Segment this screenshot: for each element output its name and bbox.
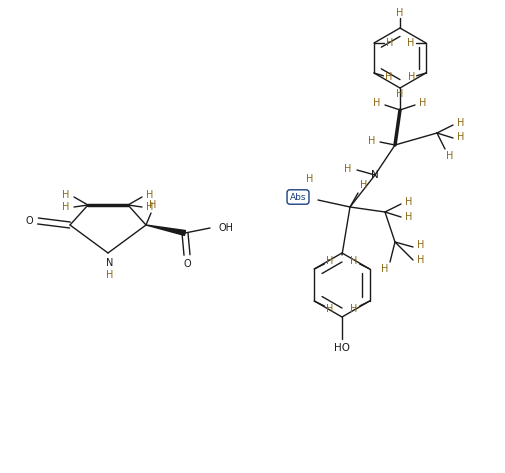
Text: H: H xyxy=(62,190,70,200)
Text: H: H xyxy=(417,255,425,265)
Text: H: H xyxy=(149,200,157,210)
Text: H: H xyxy=(396,89,403,99)
Text: H: H xyxy=(326,256,334,266)
Text: H: H xyxy=(107,270,114,280)
Text: H: H xyxy=(385,72,392,82)
Text: H: H xyxy=(146,190,154,200)
Text: H: H xyxy=(360,180,368,190)
Text: N: N xyxy=(371,170,379,180)
Text: H: H xyxy=(458,118,465,128)
Text: H: H xyxy=(326,304,334,314)
Text: H: H xyxy=(62,202,70,212)
Text: H: H xyxy=(407,38,414,48)
Text: H: H xyxy=(146,202,154,212)
Text: H: H xyxy=(396,8,403,18)
Text: H: H xyxy=(350,256,358,266)
Text: H: H xyxy=(368,136,376,146)
Text: N: N xyxy=(107,258,114,268)
Text: H: H xyxy=(386,38,393,48)
Text: H: H xyxy=(344,164,351,174)
Text: H: H xyxy=(406,197,413,207)
Text: H: H xyxy=(373,98,381,108)
Polygon shape xyxy=(146,225,185,236)
Text: H: H xyxy=(406,212,413,222)
Text: H: H xyxy=(446,151,453,161)
Text: H: H xyxy=(417,240,425,250)
Text: O: O xyxy=(25,216,33,226)
Text: H: H xyxy=(458,132,465,142)
Text: H: H xyxy=(408,72,415,82)
Text: Abs: Abs xyxy=(290,193,306,201)
Text: H: H xyxy=(307,174,314,184)
Text: O: O xyxy=(183,259,191,269)
Text: H: H xyxy=(350,304,358,314)
Text: HO: HO xyxy=(334,343,350,353)
Text: H: H xyxy=(419,98,427,108)
Text: OH: OH xyxy=(219,223,233,233)
Text: H: H xyxy=(381,264,389,274)
